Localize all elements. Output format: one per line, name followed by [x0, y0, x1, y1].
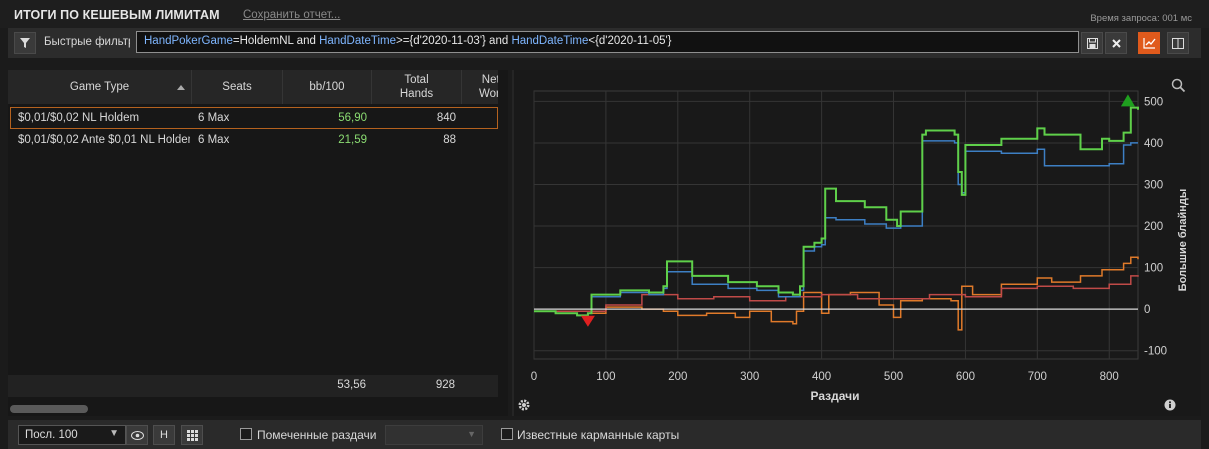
- clear-filter-button[interactable]: [1105, 32, 1127, 54]
- filter-token: HandDateTime: [511, 35, 589, 47]
- quick-filters-label: Быстрые фильтры: [44, 36, 130, 48]
- series-line-blue: [534, 140, 1138, 317]
- y-tick-label: 500: [1144, 96, 1163, 108]
- y-axis-label: Большие блайнды: [1177, 189, 1189, 292]
- funnel-icon: [20, 38, 30, 48]
- y-tick-label: 0: [1144, 304, 1150, 316]
- cell-bb100: 21,59: [338, 134, 367, 146]
- close-icon: [1111, 38, 1121, 48]
- filter-token: <{d'2020-11-05'}: [588, 35, 672, 47]
- min-marker: [580, 315, 595, 327]
- chart-axes: 0 100 200 300 400 500 600 700 800 -100 0 100 200 300 4…: [531, 96, 1167, 383]
- chevron-down-icon: ▼: [109, 428, 119, 439]
- eye-icon: [130, 430, 144, 440]
- panel-divider[interactable]: [512, 70, 514, 416]
- x-tick-label: 500: [884, 371, 903, 383]
- column-header-game-type[interactable]: Game Type: [8, 70, 192, 104]
- horizontal-scrollbar[interactable]: [10, 405, 88, 413]
- column-header-total-hands[interactable]: Total Hands: [372, 70, 462, 104]
- x-tick-label: 200: [668, 371, 687, 383]
- chart-view-button[interactable]: [1138, 32, 1160, 54]
- column-header-bb100[interactable]: bb/100: [283, 70, 372, 104]
- x-tick-label: 700: [1028, 371, 1047, 383]
- marked-hands-checkbox[interactable]: [240, 428, 252, 440]
- filter-token: HandDateTime: [319, 35, 396, 47]
- chart-markers: [580, 94, 1135, 327]
- sort-asc-icon: [177, 85, 185, 90]
- y-tick-label: 200: [1144, 221, 1163, 233]
- split-view-button[interactable]: [1167, 32, 1189, 54]
- filter-bar: Быстрые фильтры HandPokerGame=HoldemNL a…: [8, 28, 1201, 58]
- winnings-chart: 0 100 200 300 400 500 600 700 800 -100 0 100 200 300 4…: [518, 78, 1189, 411]
- max-marker: [1120, 94, 1135, 107]
- view-hands-button[interactable]: [126, 425, 148, 445]
- cell-total-hands: 88: [443, 134, 456, 146]
- info-icon[interactable]: [1164, 399, 1176, 411]
- grid-view-button[interactable]: [181, 425, 203, 445]
- x-tick-label: 0: [531, 371, 537, 383]
- known-cards-label: Известные карманные карты: [517, 428, 680, 442]
- filter-token: HandPokerGame: [144, 35, 233, 47]
- page-title: ИТОГИ ПО КЕШЕВЫМ ЛИМИТАМ: [14, 8, 220, 22]
- known-cards-checkbox[interactable]: [501, 428, 513, 440]
- x-tick-label: 300: [740, 371, 759, 383]
- marked-hands-select[interactable]: ▼: [385, 425, 483, 445]
- zoom-icon[interactable]: [1171, 78, 1186, 93]
- series-line-orange: [534, 256, 1139, 331]
- chart-panel: 0 100 200 300 400 500 600 700 800 -100 0 100 200 300 4…: [514, 70, 1201, 416]
- x-tick-label: 400: [812, 371, 831, 383]
- chart-series: [534, 106, 1139, 331]
- column-header-net-won[interactable]: Net Won: [479, 74, 498, 100]
- split-view-icon: [1172, 37, 1184, 49]
- series-line-red: [534, 275, 1139, 312]
- report-header: ИТОГИ ПО КЕШЕВЫМ ЛИМИТАМ Сохранить отчет…: [0, 0, 1209, 28]
- grid-icon: [186, 429, 198, 441]
- table-header: Game Type Seats bb/100 Total Hands Net W…: [8, 70, 498, 104]
- x-tick-label: 100: [596, 371, 615, 383]
- x-axis-label: Раздачи: [811, 389, 860, 403]
- cell-game-type: $0,01/$0,02 Ante $0,01 NL Holdem: [18, 134, 190, 146]
- y-tick-label: 300: [1144, 179, 1163, 191]
- h-filter-button[interactable]: H: [153, 425, 175, 445]
- x-tick-label: 600: [956, 371, 975, 383]
- filter-token: >={d'2020-11-03'} and: [395, 35, 512, 47]
- line-chart-icon: [1142, 38, 1156, 49]
- save-report-link[interactable]: Сохранить отчет...: [243, 9, 341, 21]
- filter-token: =HoldemNL and: [232, 35, 320, 47]
- footer-bar: Посл. 100 ▼ H Помеченные раздачи ▼ Извес…: [8, 420, 1201, 449]
- y-tick-label: 100: [1144, 263, 1163, 275]
- filter-expression-input[interactable]: HandPokerGame=HoldemNL and HandDateTime>…: [136, 31, 1079, 53]
- marked-hands-label: Помеченные раздачи: [257, 428, 377, 442]
- total-hands: 928: [435, 379, 455, 391]
- cell-game-type: $0,01/$0,02 NL Holdem: [18, 112, 140, 124]
- cell-bb100: 56,90: [338, 112, 367, 124]
- save-icon: [1086, 37, 1098, 49]
- results-table: Game Type Seats bb/100 Total Hands Net W…: [8, 70, 508, 416]
- cell-total-hands: 840: [436, 112, 456, 124]
- cell-seats: 6 Max: [198, 134, 230, 146]
- query-time-label: Время запроса: 001 мс: [1090, 13, 1192, 24]
- table-row[interactable]: $0,01/$0,02 NL Holdem 6 Max 56,90 840: [10, 107, 498, 129]
- series-line-green: [534, 106, 1139, 317]
- cell-seats: 6 Max: [198, 112, 230, 124]
- filter-toggle-button[interactable]: [14, 32, 36, 54]
- last-hands-select[interactable]: Посл. 100 ▼: [18, 425, 126, 445]
- y-tick-label: 400: [1144, 138, 1163, 150]
- x-tick-label: 800: [1100, 371, 1119, 383]
- table-row[interactable]: $0,01/$0,02 Ante $0,01 NL Holdem 6 Max 2…: [10, 130, 498, 152]
- column-header-seats[interactable]: Seats: [192, 70, 283, 104]
- chart-grid: [533, 90, 1139, 360]
- gear-icon[interactable]: [518, 399, 530, 411]
- totals-row: 53,56 928: [8, 375, 498, 397]
- save-filter-button[interactable]: [1081, 32, 1103, 54]
- plot-frame: [533, 90, 1139, 360]
- y-tick-label: -100: [1144, 346, 1167, 358]
- total-bb100: 53,56: [337, 379, 366, 391]
- chevron-down-icon: ▼: [467, 429, 476, 439]
